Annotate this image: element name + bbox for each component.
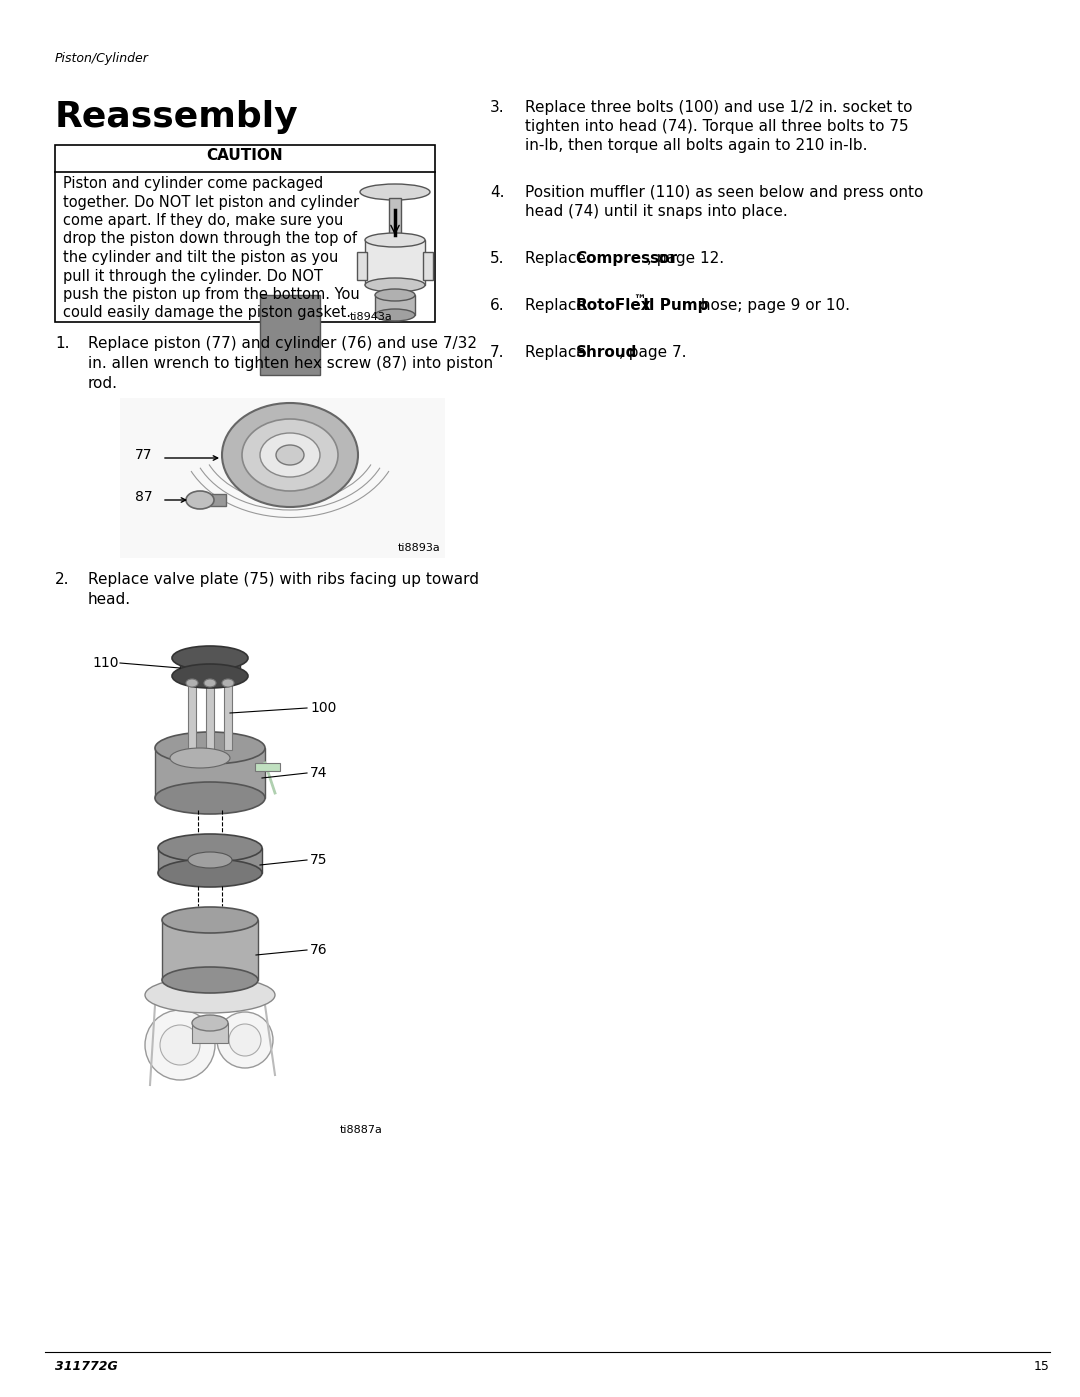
Text: hose; page 9 or 10.: hose; page 9 or 10. bbox=[696, 298, 850, 313]
Ellipse shape bbox=[186, 679, 198, 687]
Ellipse shape bbox=[162, 967, 258, 993]
Text: 77: 77 bbox=[135, 448, 152, 462]
Text: Replace: Replace bbox=[525, 251, 591, 265]
Text: ti8893a: ti8893a bbox=[397, 543, 440, 553]
Ellipse shape bbox=[242, 419, 338, 490]
Text: 87: 87 bbox=[135, 490, 152, 504]
Text: 110: 110 bbox=[92, 657, 119, 671]
Circle shape bbox=[217, 1011, 273, 1067]
Bar bbox=[195, 495, 226, 506]
Ellipse shape bbox=[156, 782, 265, 814]
Bar bbox=[162, 921, 258, 981]
Text: Shroud: Shroud bbox=[576, 345, 637, 360]
Text: drop the piston down through the top of: drop the piston down through the top of bbox=[63, 232, 357, 246]
Bar bbox=[192, 1023, 228, 1044]
Bar bbox=[206, 678, 214, 750]
Ellipse shape bbox=[158, 859, 262, 887]
Bar bbox=[224, 678, 232, 750]
Ellipse shape bbox=[172, 645, 248, 671]
Text: 7.: 7. bbox=[490, 345, 504, 360]
Ellipse shape bbox=[375, 309, 415, 321]
Text: 75: 75 bbox=[310, 854, 327, 868]
Ellipse shape bbox=[375, 289, 415, 300]
Ellipse shape bbox=[222, 402, 357, 507]
Text: 1.: 1. bbox=[55, 337, 69, 351]
Text: 74: 74 bbox=[310, 766, 327, 780]
Ellipse shape bbox=[222, 679, 234, 687]
Text: head (74) until it snaps into place.: head (74) until it snaps into place. bbox=[525, 204, 787, 219]
Text: pull it through the cylinder. Do NOT: pull it through the cylinder. Do NOT bbox=[63, 268, 323, 284]
Text: in. allen wrench to tighten hex screw (87) into piston: in. allen wrench to tighten hex screw (8… bbox=[87, 356, 494, 372]
Bar bbox=[389, 198, 401, 237]
Text: Piston and cylinder come packaged: Piston and cylinder come packaged bbox=[63, 176, 323, 191]
Text: Position muffler (110) as seen below and press onto: Position muffler (110) as seen below and… bbox=[525, 184, 923, 200]
Text: , page 12.: , page 12. bbox=[647, 251, 725, 265]
Text: Piston/Cylinder: Piston/Cylinder bbox=[55, 52, 149, 66]
Text: 76: 76 bbox=[310, 943, 327, 957]
Text: , page 7.: , page 7. bbox=[619, 345, 686, 360]
Text: CAUTION: CAUTION bbox=[206, 148, 283, 163]
Text: 311772G: 311772G bbox=[55, 1361, 118, 1373]
Text: together. Do NOT let piston and cylinder: together. Do NOT let piston and cylinder bbox=[63, 194, 360, 210]
Text: Replace valve plate (75) with ribs facing up toward: Replace valve plate (75) with ribs facin… bbox=[87, 571, 480, 587]
Text: tighten into head (74). Torque all three bolts to 75: tighten into head (74). Torque all three… bbox=[525, 119, 908, 134]
Bar bbox=[120, 398, 445, 557]
Ellipse shape bbox=[260, 433, 320, 476]
Ellipse shape bbox=[365, 278, 426, 292]
Ellipse shape bbox=[156, 732, 265, 764]
Text: 6.: 6. bbox=[490, 298, 504, 313]
Text: RotoFlex: RotoFlex bbox=[576, 298, 651, 313]
Ellipse shape bbox=[365, 233, 426, 247]
Ellipse shape bbox=[192, 1016, 228, 1031]
Ellipse shape bbox=[145, 977, 275, 1013]
Bar bbox=[180, 652, 240, 671]
Text: ti8943a: ti8943a bbox=[350, 312, 393, 321]
Ellipse shape bbox=[188, 852, 232, 868]
Bar bbox=[188, 678, 195, 750]
Circle shape bbox=[229, 1024, 261, 1056]
Circle shape bbox=[160, 1025, 200, 1065]
Text: head.: head. bbox=[87, 592, 131, 608]
Text: 3.: 3. bbox=[490, 101, 504, 115]
Text: in-lb, then torque all bolts again to 210 in-lb.: in-lb, then torque all bolts again to 21… bbox=[525, 138, 867, 154]
Ellipse shape bbox=[172, 664, 248, 687]
Text: 2.: 2. bbox=[55, 571, 69, 587]
Text: the cylinder and tilt the piston as you: the cylinder and tilt the piston as you bbox=[63, 250, 338, 265]
Bar bbox=[423, 251, 433, 279]
Text: Replace: Replace bbox=[525, 345, 591, 360]
Bar bbox=[255, 763, 280, 771]
Text: II Pump: II Pump bbox=[638, 298, 708, 313]
Text: push the piston up from the bottom. You: push the piston up from the bottom. You bbox=[63, 286, 360, 302]
Ellipse shape bbox=[170, 747, 230, 768]
Text: ti8887a: ti8887a bbox=[340, 1125, 383, 1134]
Bar bbox=[357, 251, 367, 279]
Ellipse shape bbox=[186, 490, 214, 509]
Bar bbox=[375, 295, 415, 314]
Text: 15: 15 bbox=[1035, 1361, 1050, 1373]
Text: 4.: 4. bbox=[490, 184, 504, 200]
Text: 100: 100 bbox=[310, 701, 336, 715]
Ellipse shape bbox=[360, 184, 430, 200]
Bar bbox=[156, 747, 265, 798]
Text: Replace three bolts (100) and use 1/2 in. socket to: Replace three bolts (100) and use 1/2 in… bbox=[525, 101, 913, 115]
Circle shape bbox=[145, 1010, 215, 1080]
Text: Reassembly: Reassembly bbox=[55, 101, 299, 134]
Text: could easily damage the piston gasket.: could easily damage the piston gasket. bbox=[63, 306, 351, 320]
Bar bbox=[365, 240, 426, 285]
Ellipse shape bbox=[276, 446, 303, 465]
Ellipse shape bbox=[158, 834, 262, 862]
Text: rod.: rod. bbox=[87, 376, 118, 391]
Bar bbox=[158, 848, 262, 873]
Text: come apart. If they do, make sure you: come apart. If they do, make sure you bbox=[63, 212, 343, 228]
Ellipse shape bbox=[162, 907, 258, 933]
Ellipse shape bbox=[204, 679, 216, 687]
Text: Compressor: Compressor bbox=[576, 251, 677, 265]
Bar bbox=[260, 295, 320, 374]
Bar bbox=[55, 145, 435, 321]
Text: 5.: 5. bbox=[490, 251, 504, 265]
Text: Replace: Replace bbox=[525, 298, 591, 313]
Text: ™: ™ bbox=[633, 293, 646, 307]
Text: Replace piston (77) and cylinder (76) and use 7/32: Replace piston (77) and cylinder (76) an… bbox=[87, 337, 477, 351]
